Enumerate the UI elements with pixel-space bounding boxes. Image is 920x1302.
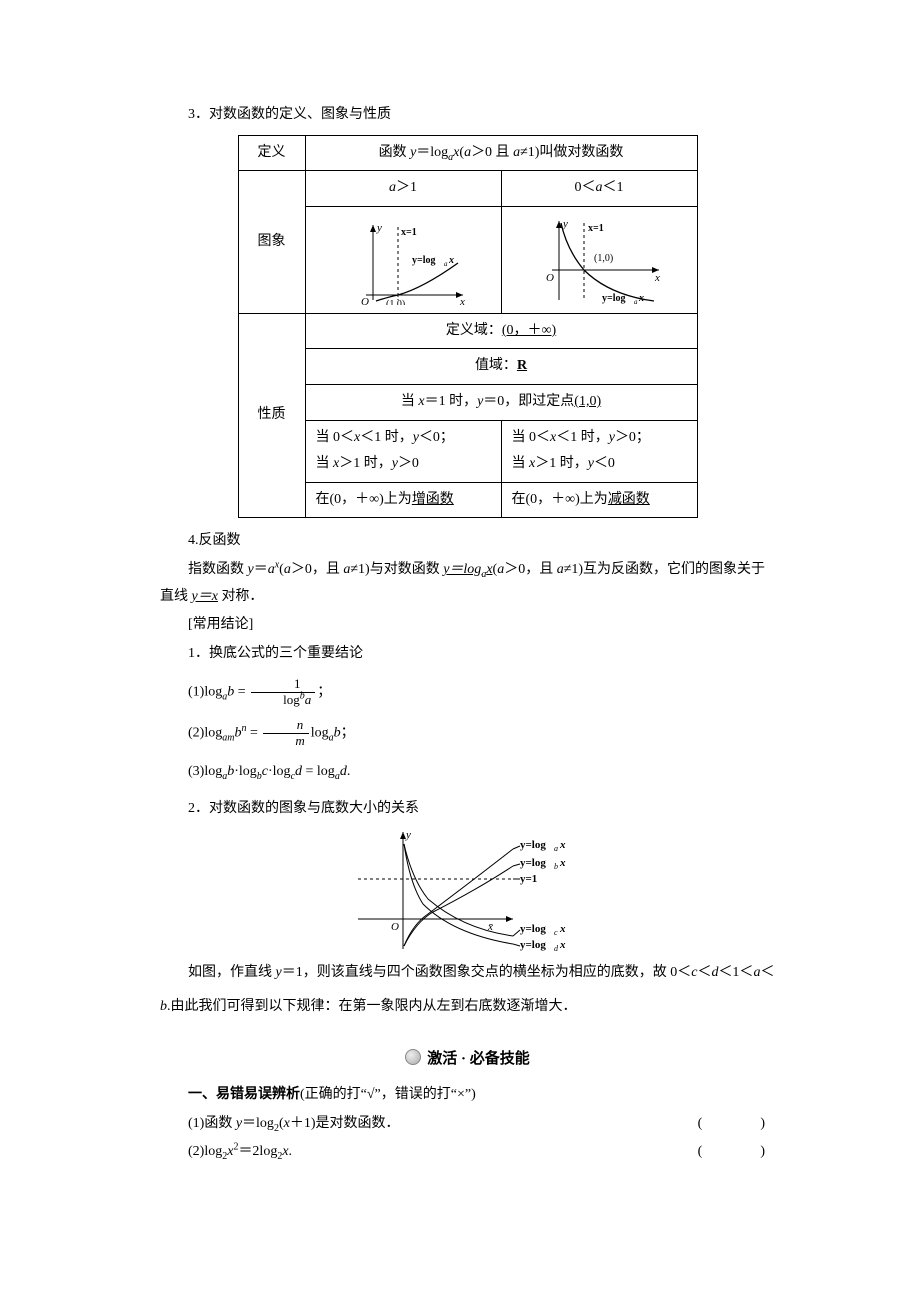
- svg-text:y: y: [562, 218, 568, 230]
- answer-blank: ( ): [670, 1111, 775, 1138]
- svg-text:O: O: [391, 921, 399, 933]
- svg-text:y=log: y=log: [520, 923, 546, 935]
- conclusions-heading: [常用结论]: [160, 612, 775, 639]
- page-root: 3．对数函数的定义、图象与性质 定义 函数 y＝logax(a＞0 且 a≠1)…: [0, 0, 920, 1228]
- svg-text:x: x: [559, 839, 566, 851]
- log-properties-table: 定义 函数 y＝logax(a＞0 且 a≠1)叫做对数函数 图象 a＞1 0＜…: [238, 135, 698, 519]
- svg-text:(1,0): (1,0): [386, 299, 405, 305]
- svg-text:d: d: [554, 944, 559, 953]
- svg-text:x: x: [559, 923, 566, 935]
- svg-text:x: x: [559, 857, 566, 869]
- log-graph-increasing-icon: y x O x=1 y=log a x (1,0): [328, 215, 478, 305]
- q1-text: (1)函数 y＝log2(x＋1)是对数函数．: [160, 1111, 400, 1138]
- svg-text:a: a: [554, 844, 558, 853]
- cell-graph-increasing: y x O x=1 y=log a x (1,0): [305, 206, 501, 313]
- cell-graph-label: 图象: [238, 171, 305, 314]
- table-row: 图象 a＞1 0＜a＜1: [238, 171, 697, 207]
- conclusion-1-title: 1．换底公式的三个重要结论: [160, 641, 775, 668]
- multi-log-figure: O y x̄ y=log a x y=log b x y=1 y=log c x y=…: [160, 824, 775, 954]
- svg-text:y: y: [405, 829, 411, 841]
- multi-log-graph-icon: O y x̄ y=log a x y=log b x y=1 y=log c x y=…: [338, 824, 598, 954]
- question-2: (2)log2x2＝2log2x. ( ): [160, 1139, 775, 1166]
- formula-2: (2)logambn = nmlogab；: [160, 718, 775, 749]
- formula-3: (3)logab·logbc·logcd = logad.: [160, 759, 775, 786]
- cell-mono-b: 在(0，＋∞)上为减函数: [501, 482, 697, 518]
- table-row: 当 x＝1 时，y＝0，即过定点(1,0): [238, 384, 697, 420]
- log-graph-decreasing-icon: y x O x=1 (1,0) y=log a x: [524, 215, 674, 305]
- svg-text:y=1: y=1: [520, 873, 537, 885]
- svg-text:x=1: x=1: [401, 227, 417, 238]
- svg-text:y=log: y=log: [520, 857, 546, 869]
- svg-text:x=1: x=1: [588, 223, 604, 234]
- part-1-heading: 一、易错易误辨析(正确的打“√”，错误的打“×”): [160, 1082, 775, 1109]
- conclusion-2-body: 如图，作直线 y＝1，则该直线与四个函数图象交点的横坐标为相应的底数，故 0＜c…: [160, 956, 775, 1023]
- table-row: y x O x=1 y=log a x (1,0): [238, 206, 697, 313]
- cell-a-lt-1: 0＜a＜1: [501, 171, 697, 207]
- cell-fixed-point: 当 x＝1 时，y＝0，即过定点(1,0): [305, 384, 697, 420]
- cell-range: 值域：R: [305, 349, 697, 385]
- svg-text:y=log: y=log: [602, 293, 625, 304]
- svg-text:b: b: [554, 862, 558, 871]
- svg-text:x: x: [448, 255, 454, 266]
- svg-text:a: a: [444, 260, 448, 268]
- svg-text:a: a: [634, 298, 638, 305]
- cell-prop-label: 性质: [238, 313, 305, 518]
- table-row: 值域：R: [238, 349, 697, 385]
- cell-graph-decreasing: y x O x=1 (1,0) y=log a x: [501, 206, 697, 313]
- svg-text:y: y: [376, 222, 382, 234]
- answer-blank: ( ): [670, 1139, 775, 1166]
- table-row: 当 0＜x＜1 时，y＜0； 当 x＞1 时，y＞0 当 0＜x＜1 时，y＞0…: [238, 420, 697, 482]
- svg-text:y=log: y=log: [520, 939, 546, 951]
- svg-text:O: O: [361, 296, 369, 305]
- svg-text:x: x: [654, 272, 660, 284]
- inverse-func: y＝logax: [443, 562, 492, 577]
- svg-text:y=log: y=log: [520, 839, 546, 851]
- section-3-num: 3．: [188, 107, 209, 122]
- heading-bullet-icon: [405, 1049, 421, 1065]
- conclusion-2-title: 2．对数函数的图象与底数大小的关系: [160, 796, 775, 823]
- cell-def-label: 定义: [238, 135, 305, 171]
- table-row: 性质 定义域：(0，＋∞): [238, 313, 697, 349]
- svg-text:c: c: [554, 928, 558, 937]
- table-row: 在(0，＋∞)上为增函数 在(0，＋∞)上为减函数: [238, 482, 697, 518]
- svg-text:(1,0): (1,0): [594, 253, 613, 264]
- section-4-body: 指数函数 y＝ax(a＞0，且 a≠1)与对数函数 y＝logax(a＞0，且 …: [160, 557, 775, 610]
- cell-mono-a: 在(0，＋∞)上为增函数: [305, 482, 501, 518]
- svg-text:x: x: [638, 293, 644, 304]
- svg-text:x: x: [559, 939, 566, 951]
- cell-def-value: 函数 y＝logax(a＞0 且 a≠1)叫做对数函数: [305, 135, 697, 171]
- skills-heading: 激活 · 必备技能: [160, 1045, 775, 1074]
- cell-domain: 定义域：(0，＋∞): [305, 313, 697, 349]
- q2-text: (2)log2x2＝2log2x.: [160, 1139, 292, 1166]
- cell-sign-b: 当 0＜x＜1 时，y＞0； 当 x＞1 时，y＜0: [501, 420, 697, 482]
- svg-text:O: O: [546, 272, 554, 284]
- table-row: 定义 函数 y＝logax(a＞0 且 a≠1)叫做对数函数: [238, 135, 697, 171]
- cell-a-gt-1: a＞1: [305, 171, 501, 207]
- cell-sign-a: 当 0＜x＜1 时，y＜0； 当 x＞1 时，y＞0: [305, 420, 501, 482]
- svg-text:x̄: x̄: [487, 921, 493, 933]
- formula-1: (1)logab = 1logba；: [160, 677, 775, 708]
- svg-text:x: x: [459, 296, 465, 305]
- section-3-text: 对数函数的定义、图象与性质: [209, 107, 391, 122]
- section-3-title: 3．对数函数的定义、图象与性质: [160, 102, 775, 129]
- svg-text:y=log: y=log: [412, 255, 435, 266]
- question-1: (1)函数 y＝log2(x＋1)是对数函数． ( ): [160, 1111, 775, 1138]
- section-4-title: 4.反函数: [160, 528, 775, 555]
